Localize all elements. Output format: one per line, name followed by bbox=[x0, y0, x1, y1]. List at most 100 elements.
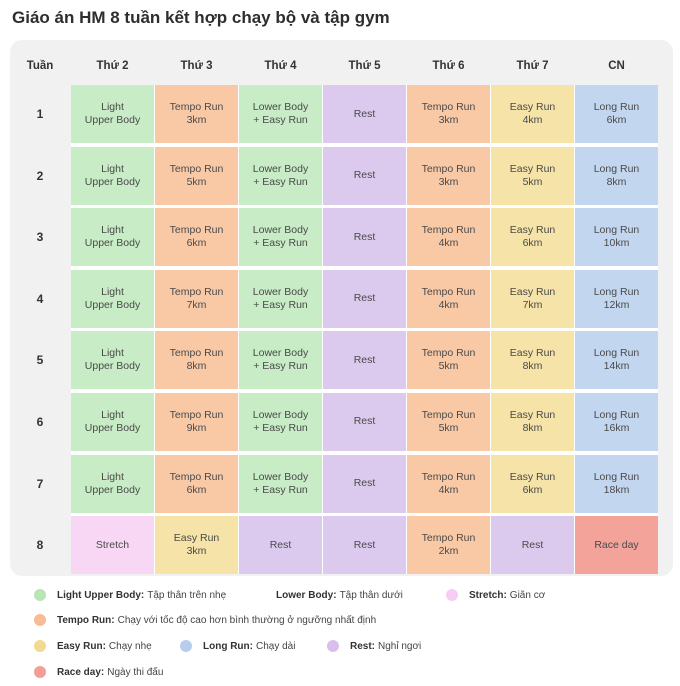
cell-week3-thu6: Tempo Run 4km bbox=[407, 208, 490, 267]
cell-activity-detail: + Easy Run bbox=[253, 237, 308, 250]
cell-week7-thu2: Light Upper Body bbox=[71, 454, 154, 513]
cell-activity-detail: 12km bbox=[603, 298, 630, 311]
cell-activity: Light bbox=[101, 470, 124, 483]
cell-activity: Light bbox=[101, 285, 124, 298]
cell-activity: Rest bbox=[353, 107, 376, 120]
legend-item-light-upper-body: Light Upper Body: Tập thân trên nhẹ bbox=[34, 588, 226, 602]
legend-desc: Chạy nhẹ bbox=[108, 640, 152, 652]
cell-activity-detail: 8km bbox=[186, 360, 207, 373]
cell-week7-thu4: Lower Body + Easy Run bbox=[239, 454, 322, 513]
cell-activity-detail: 3km bbox=[438, 175, 459, 188]
cell-week8-thu7: Rest bbox=[491, 516, 574, 575]
cell-activity: Tempo Run bbox=[421, 101, 476, 113]
cell-activity-detail: 16km bbox=[603, 421, 630, 434]
cell-activity: Tempo Run bbox=[421, 408, 476, 421]
legend-item-stretch: Stretch: Giãn cơ bbox=[446, 588, 545, 602]
cell-activity: Lower Body bbox=[252, 408, 309, 421]
cell-activity-detail: 4km bbox=[438, 237, 459, 250]
legend-dot bbox=[34, 589, 46, 601]
cell-activity: Race day bbox=[594, 538, 639, 551]
cell-week7-thu6: Tempo Run 4km bbox=[407, 454, 490, 513]
cell-activity: Rest bbox=[269, 538, 292, 551]
cell-activity: Tempo Run bbox=[421, 162, 476, 175]
cell-activity-detail: 5km bbox=[438, 360, 459, 373]
cell-activity: Tempo Run bbox=[169, 224, 224, 237]
legend-desc: Chạy dài bbox=[255, 640, 296, 652]
legend-item-rest: Rest: Nghỉ ngơi bbox=[327, 639, 421, 653]
legend-label: Long Run: bbox=[203, 640, 253, 652]
cell-week7-thu7: Easy Run 6km bbox=[491, 454, 574, 513]
cell-week5-thu3: Tempo Run 8km bbox=[155, 331, 238, 390]
cell-activity: Tempo Run bbox=[169, 347, 224, 360]
cell-activity: Stretch bbox=[95, 538, 130, 551]
cell-activity: Tempo Run bbox=[421, 532, 476, 545]
cell-activity: Long Run bbox=[593, 162, 640, 175]
cell-week4-cn: Long Run 12km bbox=[575, 269, 658, 328]
cell-week4-thu5: Rest bbox=[323, 269, 406, 328]
cell-week3-thu3: Tempo Run 6km bbox=[155, 208, 238, 267]
cell-week6-thu3: Tempo Run 9km bbox=[155, 392, 238, 451]
cell-activity-detail: 5km bbox=[186, 175, 207, 188]
legend-item-tempo-run: Tempo Run: Chạy với tốc độ cao hơn bình … bbox=[34, 613, 376, 627]
cell-activity: Tempo Run bbox=[169, 408, 224, 421]
cell-activity: Easy Run bbox=[509, 347, 556, 360]
cell-activity-detail: 6km bbox=[522, 237, 543, 250]
week-number-4: 4 bbox=[36, 291, 44, 306]
cell-week5-cn: Long Run 14km bbox=[575, 331, 658, 390]
cell-activity-detail: 8km bbox=[606, 175, 627, 188]
week-number-1: 1 bbox=[36, 107, 44, 121]
cell-activity: Long Run bbox=[593, 224, 640, 237]
cell-activity: Rest bbox=[353, 292, 376, 305]
cell-week4-thu7: Easy Run 7km bbox=[491, 269, 574, 328]
table-header-row: Tuần Thứ 2 Thứ 3 Thứ 4 Thứ 5 Thứ 6 Thứ 7… bbox=[10, 56, 658, 76]
cell-week5-thu6: Tempo Run 5km bbox=[407, 331, 490, 390]
cell-activity-detail: 4km bbox=[438, 483, 459, 496]
cell-activity-detail: 5km bbox=[438, 421, 459, 434]
cell-activity: Rest bbox=[353, 538, 376, 551]
cell-week2-thu6: Tempo Run 3km bbox=[407, 146, 490, 205]
cell-week6-thu4: Lower Body + Easy Run bbox=[239, 392, 322, 451]
cell-activity: Long Run bbox=[593, 101, 640, 113]
cell-activity: Lower Body bbox=[252, 285, 309, 298]
cell-activity: Easy Run bbox=[509, 285, 556, 298]
cell-activity: Light bbox=[101, 101, 124, 113]
cell-week8-cn: Race day bbox=[575, 516, 658, 575]
page-title: Giáo án HM 8 tuần kết hợp chạy bộ và tập… bbox=[12, 8, 390, 27]
cell-week4-thu3: Tempo Run 7km bbox=[155, 269, 238, 328]
cell-activity-detail: 10km bbox=[603, 237, 630, 250]
legend-desc: Tập thân trên nhẹ bbox=[147, 589, 227, 601]
cell-week7-thu5: Rest bbox=[323, 454, 406, 513]
legend-label: Tempo Run: bbox=[57, 614, 115, 626]
cell-activity: Lower Body bbox=[252, 347, 309, 360]
cell-activity: Long Run bbox=[593, 347, 640, 360]
cell-week1-thu6: Tempo Run 3km bbox=[407, 85, 490, 143]
header-thu7: Thứ 7 bbox=[516, 60, 549, 72]
cell-week8-thu2: Stretch bbox=[71, 516, 154, 575]
cell-week2-thu5: Rest bbox=[323, 146, 406, 205]
cell-activity-detail: 8km bbox=[522, 360, 543, 373]
header-cn: CN bbox=[608, 60, 625, 72]
cell-week1-thu3: Tempo Run 3km bbox=[155, 85, 238, 143]
cell-activity: Lower Body bbox=[252, 224, 309, 237]
cell-activity-detail: 9km bbox=[186, 421, 207, 434]
legend-item-easy-run: Easy Run: Chạy nhẹ bbox=[34, 639, 152, 653]
cell-week2-thu7: Easy Run 5km bbox=[491, 146, 574, 205]
cell-activity: Tempo Run bbox=[421, 347, 476, 360]
cell-activity: Tempo Run bbox=[169, 162, 224, 175]
cell-week2-thu3: Tempo Run 5km bbox=[155, 146, 238, 205]
cell-week4-thu4: Lower Body + Easy Run bbox=[239, 269, 322, 328]
week-number-3: 3 bbox=[36, 230, 44, 245]
cell-week4-thu2: Light Upper Body bbox=[71, 269, 154, 328]
cell-activity: Easy Run bbox=[509, 408, 556, 421]
legend-label: Race day: bbox=[57, 666, 105, 678]
cell-activity: Easy Run bbox=[173, 532, 220, 545]
legend-dot bbox=[180, 640, 192, 652]
cell-activity: Rest bbox=[353, 230, 376, 243]
header-thu4: Thứ 4 bbox=[264, 60, 297, 72]
cell-activity: Rest bbox=[521, 538, 544, 551]
cell-week4-thu6: Tempo Run 4km bbox=[407, 269, 490, 328]
cell-activity: Long Run bbox=[593, 408, 640, 421]
cell-activity-detail: 3km bbox=[186, 545, 207, 558]
header-week: Tuần bbox=[26, 60, 54, 72]
cell-activity: Light bbox=[101, 162, 124, 175]
